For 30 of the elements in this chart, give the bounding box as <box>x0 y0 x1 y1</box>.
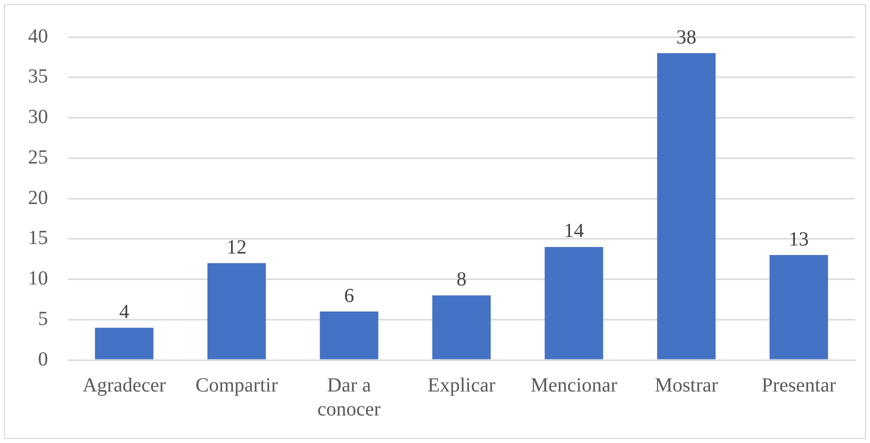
x-tick-label: Mencionar <box>530 374 618 396</box>
data-label: 8 <box>456 268 466 291</box>
bar <box>432 295 491 360</box>
x-tick-label: Explicar <box>428 374 496 396</box>
x-tick-label: Compartir <box>196 374 278 396</box>
bar <box>657 53 716 360</box>
bar <box>94 328 154 360</box>
x-tick-label: Mostrar <box>654 374 718 396</box>
y-tick-label: 40 <box>28 25 48 48</box>
data-label: 38 <box>676 26 696 48</box>
x-tick-label: Dar a conocer <box>317 374 382 420</box>
data-label: 6 <box>344 284 354 307</box>
y-tick-label: 15 <box>28 227 48 250</box>
y-tick-label: 10 <box>28 268 48 290</box>
y-tick-label: 20 <box>28 186 48 209</box>
y-tick-label: 35 <box>28 66 48 88</box>
x-tick-label: Agradecer <box>82 374 166 396</box>
data-label: 14 <box>564 220 584 242</box>
bar <box>207 263 266 360</box>
x-tick-label: Presentar <box>762 374 836 396</box>
y-tick-label: 30 <box>28 106 48 128</box>
y-tick-label: 0 <box>38 348 48 370</box>
data-label: 4 <box>119 300 130 323</box>
y-tick-label: 25 <box>28 146 48 168</box>
bar <box>770 255 828 360</box>
y-tick-label: 5 <box>38 308 48 330</box>
data-label: 13 <box>788 228 809 250</box>
bar <box>320 312 378 360</box>
bar <box>544 246 604 360</box>
data-label: 12 <box>226 236 247 258</box>
